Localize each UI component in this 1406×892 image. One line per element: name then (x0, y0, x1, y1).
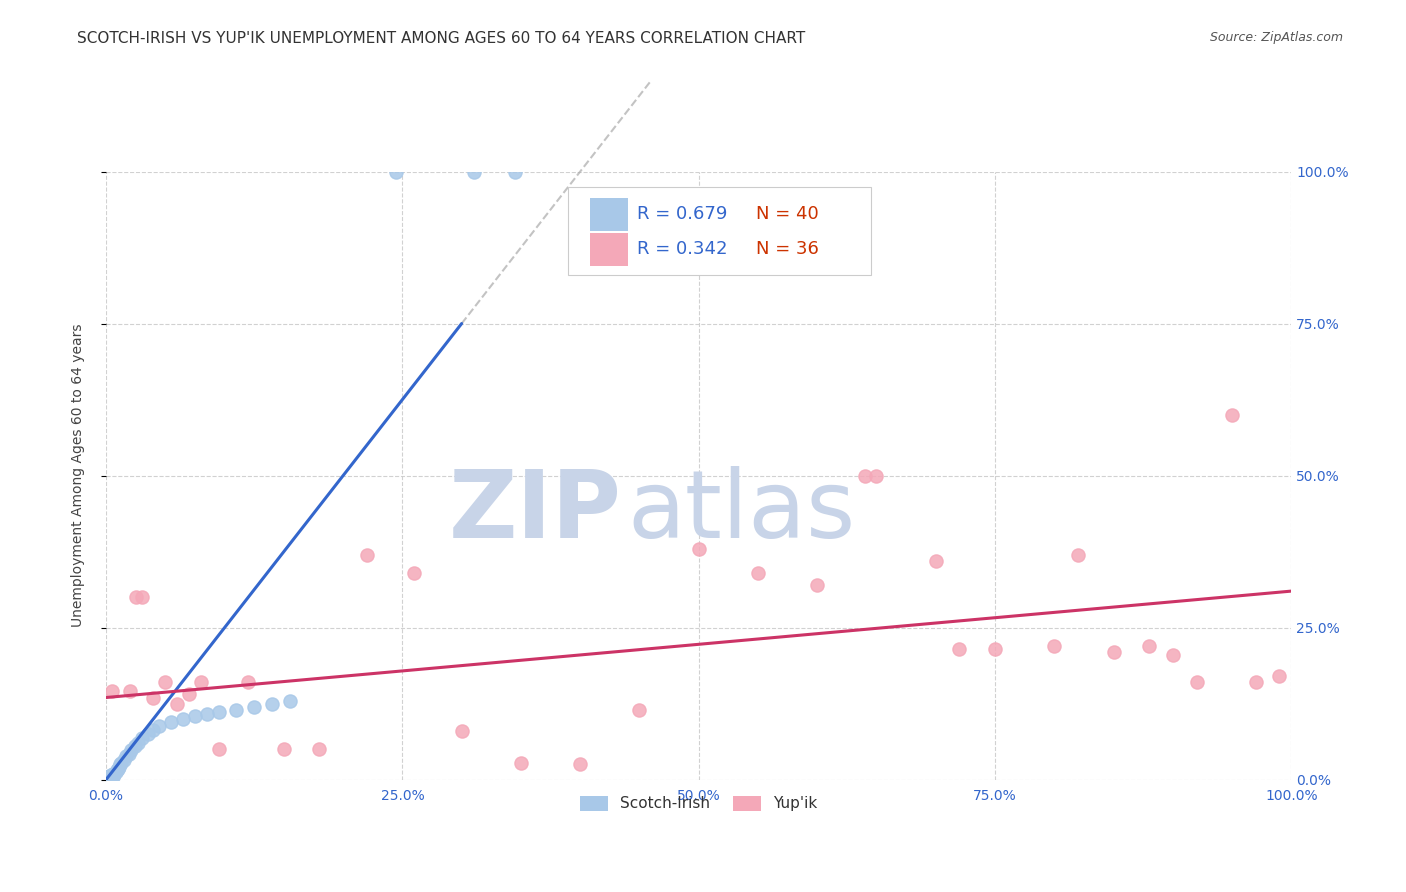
Point (1102, 645, 1125, 659)
Text: atlas: atlas (627, 466, 856, 558)
Text: R = 0.679: R = 0.679 (637, 205, 727, 223)
Point (628, 703, 651, 717)
Text: N = 36: N = 36 (755, 240, 818, 259)
Point (184, 708, 207, 723)
Point (100, 771, 122, 785)
Point (103, 770, 125, 784)
Point (308, 742, 330, 756)
Point (984, 641, 1007, 656)
Point (124, 739, 146, 754)
Point (110, 756, 132, 770)
Point (177, 688, 200, 702)
Point (208, 705, 231, 719)
Point (101, 768, 124, 782)
Point (131, 590, 153, 604)
Point (125, 590, 148, 604)
Point (509, 756, 531, 770)
Text: ZIP: ZIP (449, 466, 621, 558)
Point (166, 697, 188, 711)
Point (100, 768, 122, 782)
Point (195, 706, 218, 721)
Point (1161, 648, 1184, 662)
Point (1067, 548, 1090, 562)
Point (385, 164, 408, 178)
Point (1137, 639, 1160, 653)
Point (225, 703, 247, 717)
Point (112, 753, 135, 767)
Point (115, 749, 138, 764)
Point (404, 566, 426, 580)
Point (98, 769, 121, 783)
Point (97, 771, 120, 785)
Point (172, 712, 194, 726)
Point (131, 731, 153, 746)
Point (97, 772, 120, 786)
Point (463, 164, 485, 178)
Point (1268, 669, 1291, 683)
Y-axis label: Unemployment Among Ages 60 to 64 years: Unemployment Among Ages 60 to 64 years (72, 324, 86, 627)
Point (688, 541, 710, 556)
Text: R = 0.342: R = 0.342 (637, 240, 727, 259)
Point (450, 723, 472, 738)
Point (110, 757, 132, 772)
Point (356, 548, 378, 562)
Point (260, 697, 283, 711)
Point (278, 693, 301, 707)
Point (238, 675, 260, 690)
Point (142, 723, 165, 737)
Point (1220, 408, 1243, 422)
Point (865, 468, 887, 483)
Point (108, 760, 131, 774)
Point (118, 684, 141, 698)
Point (103, 766, 125, 780)
Point (273, 742, 295, 756)
Point (853, 468, 876, 483)
Point (747, 566, 769, 580)
Point (98, 772, 121, 786)
FancyBboxPatch shape (589, 198, 627, 230)
Text: Source: ZipAtlas.com: Source: ZipAtlas.com (1209, 31, 1343, 45)
Point (160, 714, 183, 729)
Point (107, 762, 129, 776)
Point (1043, 639, 1066, 653)
Point (243, 699, 266, 714)
Point (142, 690, 165, 705)
Point (806, 578, 828, 592)
Point (208, 742, 231, 756)
Point (117, 747, 139, 761)
FancyBboxPatch shape (568, 186, 870, 275)
Point (503, 164, 526, 178)
Point (105, 764, 128, 778)
Point (569, 757, 592, 772)
Point (97, 770, 120, 784)
Point (101, 684, 124, 698)
Point (103, 767, 125, 781)
Point (101, 770, 124, 784)
Point (148, 719, 170, 733)
Point (1185, 675, 1208, 690)
FancyBboxPatch shape (589, 233, 627, 266)
Point (190, 675, 212, 690)
Point (127, 736, 149, 750)
Point (104, 765, 127, 780)
Text: N = 40: N = 40 (755, 205, 818, 223)
Point (120, 743, 142, 757)
Point (98, 770, 121, 784)
Point (1244, 675, 1267, 690)
Text: SCOTCH-IRISH VS YUP'IK UNEMPLOYMENT AMONG AGES 60 TO 64 YEARS CORRELATION CHART: SCOTCH-IRISH VS YUP'IK UNEMPLOYMENT AMON… (77, 31, 806, 46)
Legend: Scotch-Irish, Yup'ik: Scotch-Irish, Yup'ik (574, 789, 823, 818)
Point (136, 727, 159, 741)
Point (96, 770, 118, 784)
Point (155, 675, 177, 690)
Point (925, 554, 948, 568)
Point (948, 641, 970, 656)
Point (96, 772, 118, 786)
